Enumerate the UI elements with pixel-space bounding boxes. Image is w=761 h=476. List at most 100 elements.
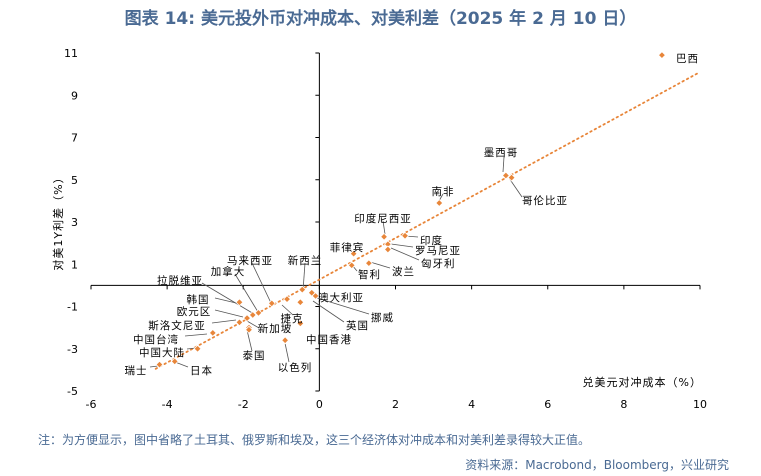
chart-title: 图表 14: 美元投外币对冲成本、对美利差（2025 年 2 月 10 日） (124, 9, 637, 29)
leader-line (284, 342, 290, 363)
x-tick-label: -6 (86, 398, 97, 411)
x-axis-title: 兑美元对冲成本（%） (583, 375, 702, 389)
leader-line (251, 262, 272, 304)
point-label: 匈牙利 (421, 257, 456, 270)
leader-line (390, 247, 420, 261)
point-label: 澳大利亚 (318, 291, 364, 304)
trend-line (154, 71, 701, 370)
data-point (283, 295, 291, 304)
leader-line (246, 320, 260, 329)
point-label: 泰国 (243, 349, 266, 362)
data-point (657, 51, 666, 60)
axes: -6 -4 -2 0 2 4 6 8 10 -5 -3 -1 1 3 5 7 9 11 兑美元对冲成本（%） 对美1Y… (51, 47, 707, 411)
data-point (507, 173, 516, 182)
point-label: 斯洛文尼亚 (148, 319, 206, 332)
x-tick-label: 8 (620, 398, 627, 411)
data-point (364, 259, 373, 268)
y-axis-title: 对美1Y利差（%） (51, 171, 65, 270)
data-point (435, 199, 444, 207)
data-point (296, 319, 305, 328)
point-label: 英国 (346, 319, 369, 332)
data-points (155, 51, 666, 369)
leader-line (246, 329, 253, 352)
data-point (501, 171, 510, 180)
x-tick-label: 10 (693, 398, 707, 411)
y-tick-label: -3 (67, 343, 78, 356)
point-label: 墨西哥 (484, 147, 519, 159)
leader-line (234, 273, 259, 313)
data-point (208, 328, 217, 337)
data-point (311, 291, 320, 300)
leader-line (312, 300, 345, 323)
point-label: 南非 (432, 185, 455, 198)
data-point (347, 261, 356, 270)
data-point (155, 360, 164, 369)
leader-line (211, 319, 237, 324)
data-point (349, 249, 358, 258)
data-point (193, 344, 202, 353)
data-point (267, 299, 276, 308)
y-tick-label: -1 (67, 301, 78, 314)
data-point (235, 318, 244, 327)
y-tick-label: 3 (71, 216, 78, 229)
y-tick-label: -5 (67, 385, 78, 398)
point-label: 中国香港 (306, 333, 352, 346)
point-label: 中国台湾 (133, 333, 179, 346)
leader-line (184, 333, 208, 337)
point-label: 欧元区 (177, 306, 212, 318)
data-point (281, 336, 290, 345)
point-label: 印度尼西亚 (354, 212, 412, 225)
x-tick-label: 4 (468, 398, 475, 411)
point-label: 波兰 (392, 265, 415, 278)
data-point (244, 325, 253, 334)
y-tick-label: 1 (71, 258, 78, 271)
leader-line (214, 309, 244, 318)
point-label: 中国大陆 (139, 346, 185, 359)
leader-line (313, 296, 370, 315)
point-label: 以色列 (278, 361, 313, 374)
leader-lines (149, 156, 523, 368)
scatter-chart: -6 -4 -2 0 2 4 6 8 10 -5 -3 -1 1 3 5 7 9 11 兑美元对冲成本（%） 对美1Y… (51, 47, 707, 411)
y-tick-label: 7 (71, 132, 78, 145)
data-point (380, 232, 389, 241)
point-label: 智利 (358, 268, 381, 281)
point-label: 挪威 (371, 311, 394, 324)
data-point (235, 298, 244, 307)
point-label: 巴西 (676, 53, 699, 65)
x-tick-label: 2 (392, 398, 399, 411)
chart-source: 资料来源：Macrobond，Bloomberg，兴业研究 (465, 458, 729, 472)
trendline (154, 71, 701, 370)
data-point (296, 298, 305, 307)
point-label: 哥伦比亚 (522, 194, 568, 207)
leader-line (502, 156, 505, 173)
point-label: 新加坡 (258, 322, 293, 335)
leader-line (369, 261, 391, 269)
point-label: 韩国 (187, 293, 210, 306)
point-label: 日本 (190, 364, 213, 377)
data-point (243, 314, 252, 323)
leader-line (149, 365, 159, 368)
leader-line (390, 243, 414, 248)
leader-line (281, 304, 294, 316)
point-label: 拉脱维亚 (157, 274, 203, 287)
data-point (170, 357, 179, 366)
data-point (298, 285, 307, 294)
point-label: 捷克 (281, 312, 304, 325)
chart-note: 注：为方便显示，图中省略了土耳其、俄罗斯和埃及，这三个经济体对冲成本和对美利差录… (38, 433, 591, 447)
data-point (401, 231, 409, 240)
data-point (248, 310, 257, 319)
leader-line (214, 297, 237, 304)
x-tick-label: -4 (162, 398, 173, 411)
point-label: 罗马尼亚 (415, 245, 461, 257)
point-label: 马来西亚 (227, 255, 273, 267)
data-point (383, 245, 392, 254)
x-tick-label: 0 (316, 398, 323, 411)
x-tick-label: -2 (238, 398, 249, 411)
y-tick-label: 9 (71, 89, 78, 102)
leader-line (201, 282, 255, 315)
point-label: 瑞士 (125, 364, 148, 377)
point-label: 加拿大 (211, 265, 246, 278)
data-point (254, 308, 263, 317)
leader-line (302, 262, 306, 292)
